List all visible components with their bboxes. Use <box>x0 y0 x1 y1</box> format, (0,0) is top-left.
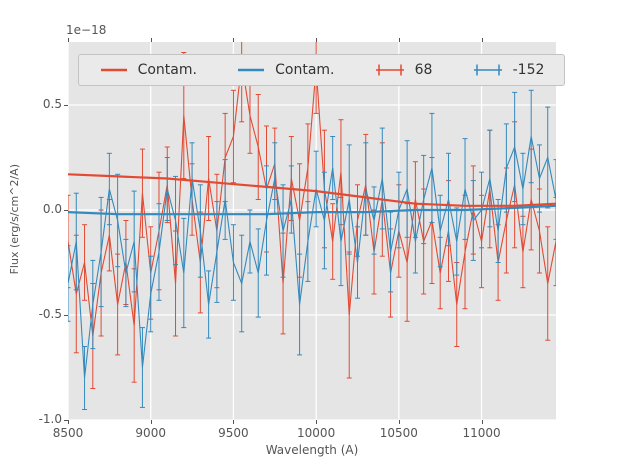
legend-item-contam-blue: Contam. <box>236 62 334 78</box>
x-tick-label: 9500 <box>218 426 249 440</box>
x-tick-label: 10000 <box>297 426 336 440</box>
tick-mark <box>150 38 152 42</box>
y-axis-label: Flux (erg/s/cm^2/A) <box>8 164 21 275</box>
red-line-swatch-icon <box>100 68 127 72</box>
legend-item-minus152: -152 <box>472 62 545 78</box>
x-tick-label: 11000 <box>462 426 501 440</box>
tick-mark <box>398 38 400 42</box>
tick-mark <box>64 315 68 316</box>
legend-label-contam-red: Contam. <box>137 62 197 78</box>
tick-mark <box>64 420 68 421</box>
tick-mark <box>481 420 483 424</box>
blue-line-swatch-icon <box>238 68 265 72</box>
chart-canvas <box>68 42 556 420</box>
x-tick-label: 9000 <box>135 426 166 440</box>
tick-mark <box>68 420 69 424</box>
y-tick-label: 0.0 <box>42 202 62 216</box>
y-tick-label: -1.0 <box>38 412 62 426</box>
x-axis-label: Wavelength (A) <box>265 443 359 457</box>
x-tick-label: 10500 <box>379 426 418 440</box>
tick-mark <box>233 38 235 42</box>
tick-mark <box>481 38 483 42</box>
y-tick-label: 0.5 <box>42 97 62 111</box>
tick-mark <box>150 420 152 424</box>
blue-errorbar-swatch-icon <box>473 64 502 76</box>
red-errorbar-swatch-icon <box>375 64 404 76</box>
tick-mark <box>398 420 400 424</box>
y-tick-label: -0.5 <box>38 307 62 321</box>
tick-mark <box>64 105 68 106</box>
tick-mark <box>316 420 318 424</box>
legend-label-contam-blue: Contam. <box>275 62 335 78</box>
legend: Contam. Contam. 68 -152 <box>78 54 565 86</box>
y-axis-offset-text: 1e−18 <box>66 23 107 37</box>
plot-area <box>68 42 556 420</box>
tick-mark <box>64 210 68 211</box>
legend-item-68: 68 <box>374 62 433 78</box>
tick-mark <box>68 38 69 42</box>
legend-item-contam-red: Contam. <box>99 62 197 78</box>
legend-label-68: 68 <box>414 62 433 78</box>
tick-mark <box>233 420 235 424</box>
legend-label-minus152: -152 <box>512 62 545 78</box>
tick-mark <box>316 38 318 42</box>
x-tick-label: 8500 <box>52 426 84 440</box>
